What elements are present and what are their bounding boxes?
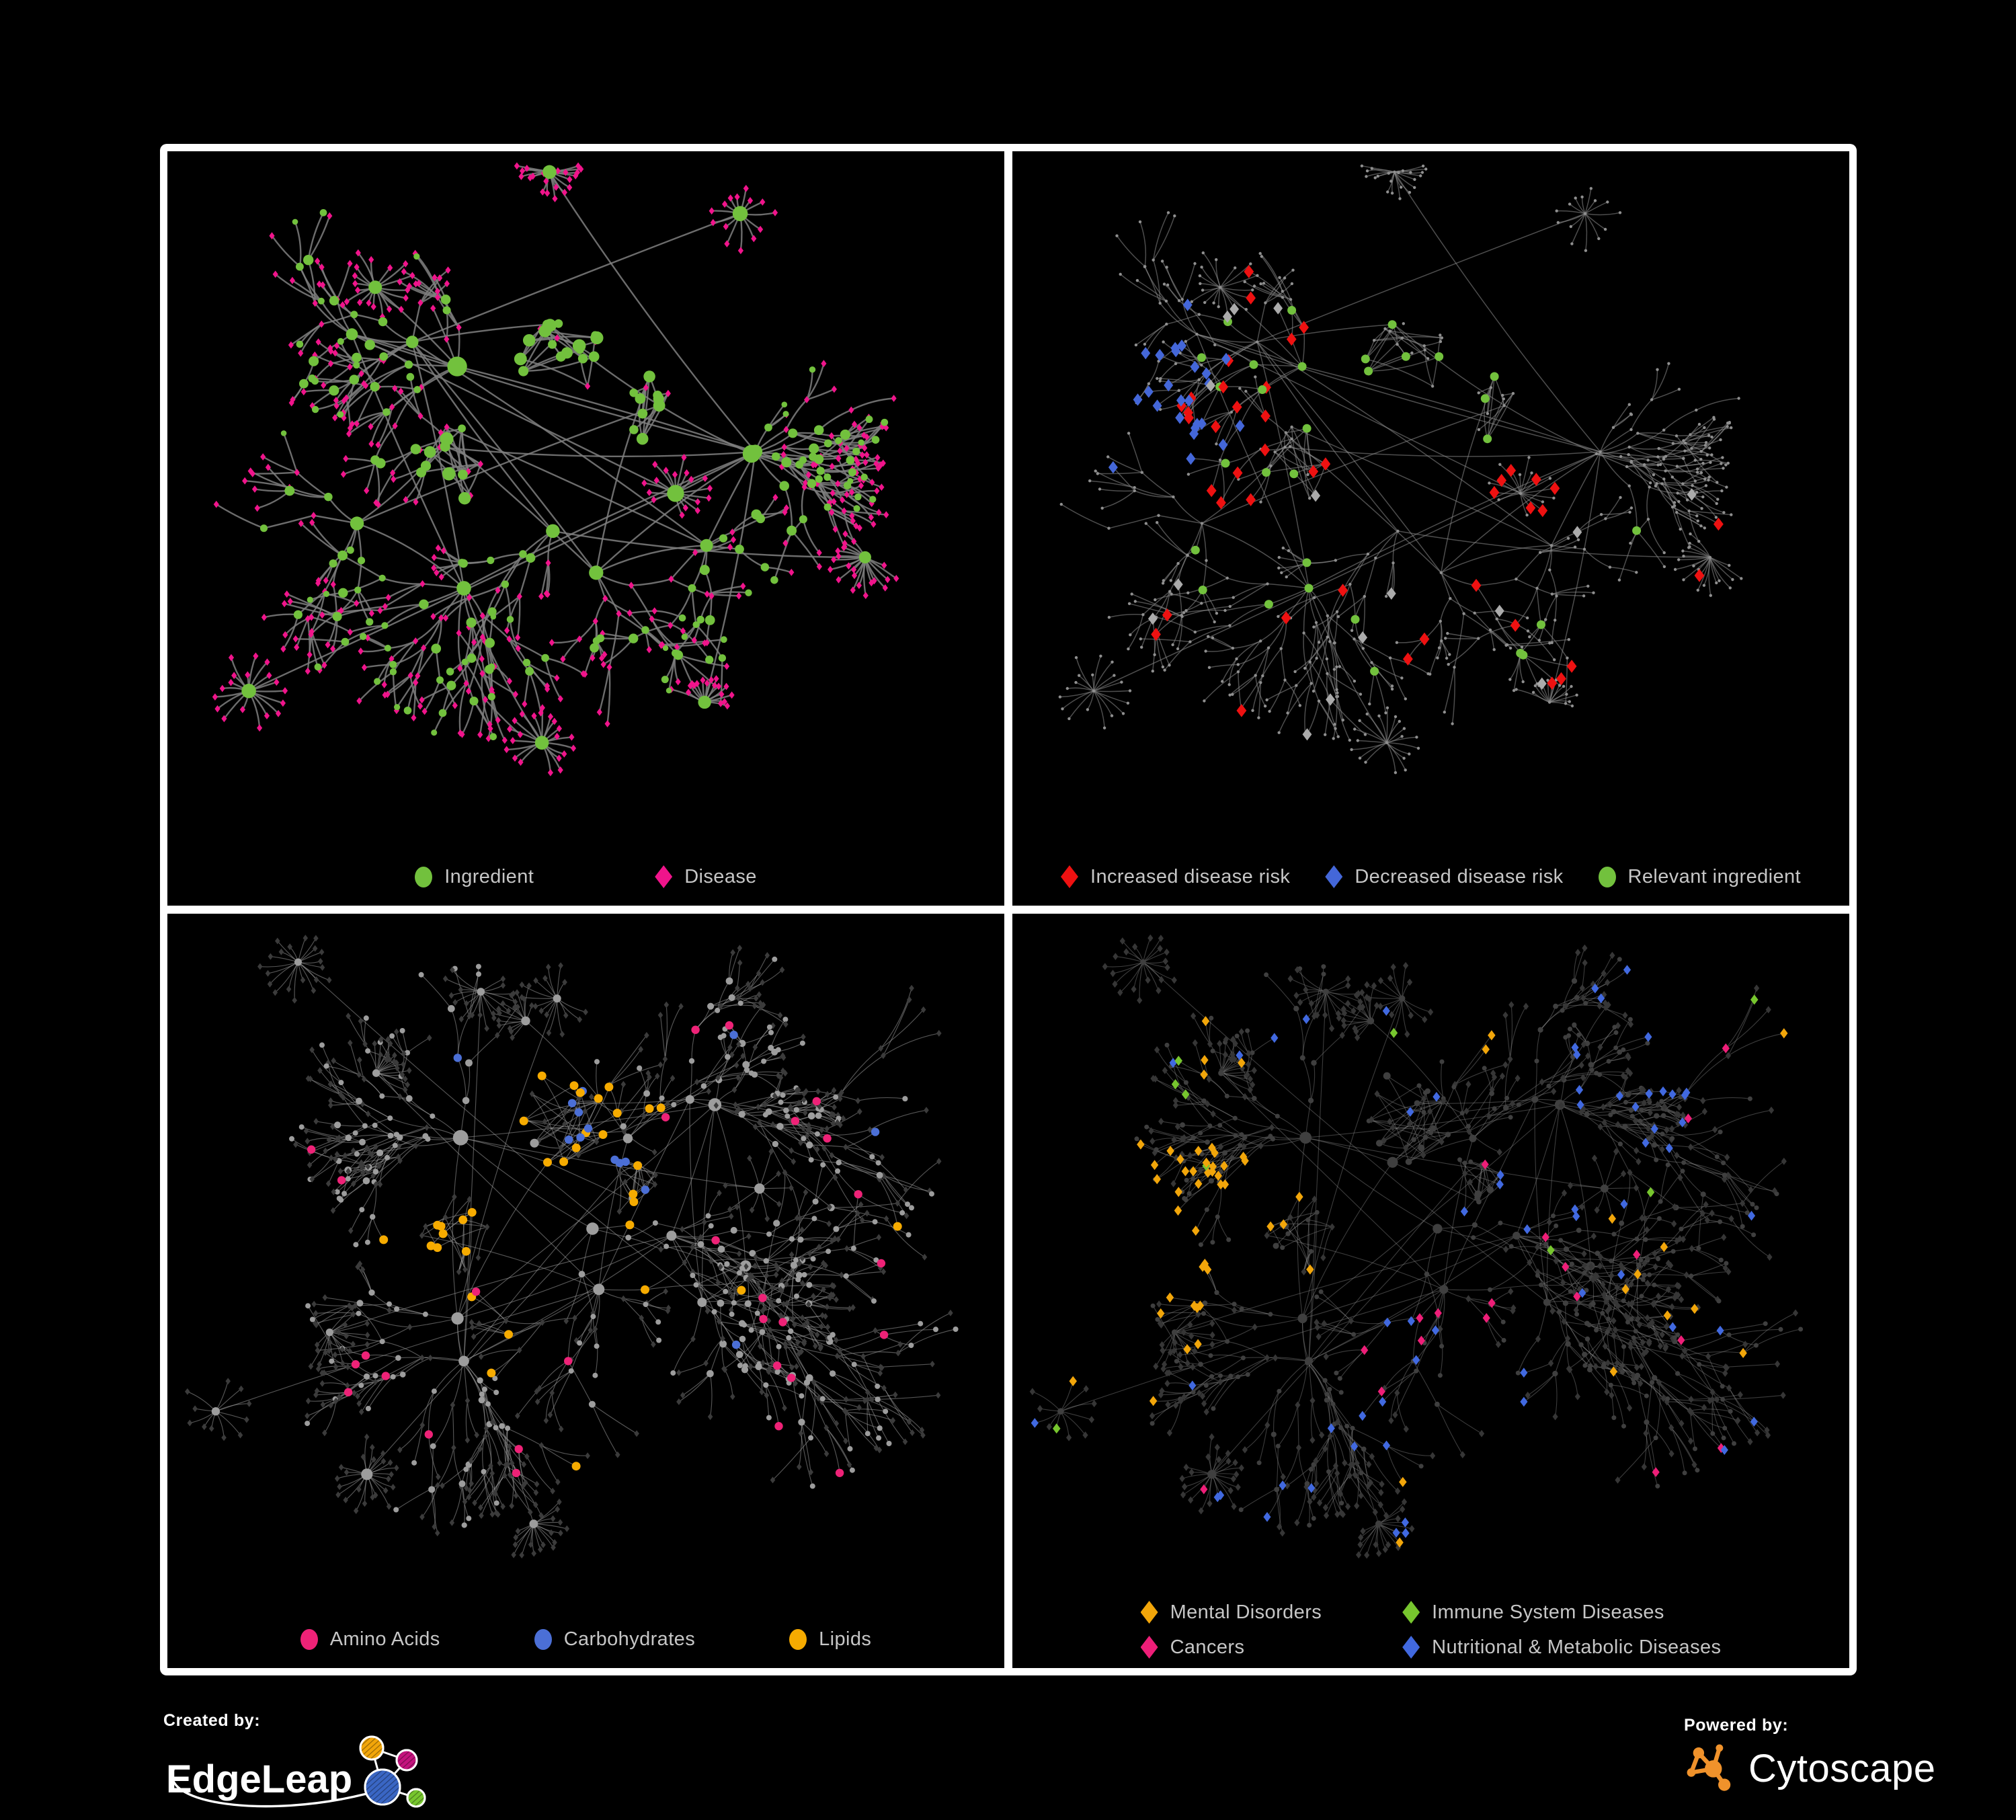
edgeleap-wordmark: EdgeLeap: [166, 1757, 352, 1801]
legend-label: Immune System Diseases: [1432, 1601, 1664, 1623]
disease-categories-network: [1029, 934, 1804, 1559]
panel-disease-risk: Increased disease risk Decreased disease …: [1012, 151, 1849, 906]
edgeleap-swoosh: [171, 1767, 368, 1808]
diamond-marker: [1140, 1636, 1158, 1659]
legend-label: Cancers: [1170, 1636, 1245, 1658]
legend-ingredient-disease: Ingredient Disease: [167, 865, 1004, 888]
powered-by-label: Powered by:: [1684, 1716, 1789, 1735]
diamond-marker: [1140, 1601, 1158, 1624]
legend-label: Mental Disorders: [1170, 1601, 1322, 1623]
legend-disease-risk: Increased disease risk Decreased disease …: [1012, 865, 1849, 888]
legend-disease-categories: Mental Disorders Immune System Diseases Ca…: [1012, 1601, 1849, 1659]
edgeleap-logo: EdgeLeap: [166, 1735, 426, 1808]
circle-marker: [789, 1629, 807, 1650]
legend-label: Decreased disease risk: [1355, 865, 1564, 887]
panel-macronutrient-classes: Amino Acids Carbohydrates Lipids: [167, 914, 1004, 1668]
legend-item-increased-disease-risk: Increased disease risk: [1060, 865, 1291, 888]
created-by-block: Created by: EdgeLeap: [163, 1711, 459, 1819]
legend-item-decreased-disease-risk: Decreased disease risk: [1325, 865, 1563, 888]
legend-item-lipids: Lipids: [789, 1628, 871, 1651]
legend-label: Carbohydrates: [563, 1628, 696, 1650]
panel-disease-categories: Mental Disorders Immune System Diseases Ca…: [1012, 914, 1849, 1668]
diamond-marker: [1060, 865, 1078, 888]
diamond-marker: [655, 865, 673, 888]
created-by-label: Created by:: [163, 1711, 261, 1730]
legend-label: Lipids: [819, 1628, 872, 1650]
legend-label: Disease: [684, 865, 757, 887]
legend-item-relevant-ingredient: Relevant ingredient: [1598, 865, 1802, 888]
diamond-marker: [1402, 1636, 1420, 1659]
cytoscape-wordmark: Cytoscape: [1748, 1746, 1936, 1790]
diamond-marker: [1325, 865, 1343, 888]
legend-item-carbohydrates: Carbohydrates: [534, 1628, 695, 1651]
legend-item-cancers: Cancers: [1140, 1636, 1245, 1659]
diamond-marker: [1402, 1601, 1420, 1624]
legend-label: Amino Acids: [329, 1628, 440, 1650]
legend-item-disease: Disease: [655, 865, 757, 888]
panel-ingredient-disease: Ingredient Disease: [167, 151, 1004, 906]
circle-marker: [415, 866, 433, 887]
legend-label: Increased disease risk: [1090, 865, 1291, 887]
powered-by-block: Powered by: Cytoscape: [1684, 1716, 1936, 1796]
legend-label: Nutritional & Metabolic Diseases: [1432, 1636, 1722, 1658]
legend-item-nutritional-metabolic-diseases: Nutritional & Metabolic Diseases: [1402, 1636, 1721, 1659]
legend-item-mental-disorders: Mental Disorders: [1140, 1601, 1322, 1624]
macronutrient-classes-network: [185, 935, 959, 1558]
circle-marker: [300, 1629, 318, 1650]
circle-marker: [1598, 866, 1616, 887]
legend-item-immune-system-diseases: Immune System Diseases: [1402, 1601, 1664, 1624]
figure-frame: Ingredient Disease Increased disease risk…: [160, 144, 1857, 1675]
circle-marker: [534, 1629, 552, 1650]
cytoscape-logo: [1687, 1744, 1731, 1791]
legend-item-ingredient: Ingredient: [415, 866, 534, 888]
disease-risk-network: [1058, 164, 1743, 775]
legend-item-amino-acids: Amino Acids: [300, 1628, 440, 1651]
ingredient-disease-network: [212, 162, 899, 777]
legend-label: Ingredient: [444, 865, 534, 887]
legend-macronutrient-classes: Amino Acids Carbohydrates Lipids: [167, 1628, 1004, 1651]
legend-label: Relevant ingredient: [1627, 865, 1802, 887]
